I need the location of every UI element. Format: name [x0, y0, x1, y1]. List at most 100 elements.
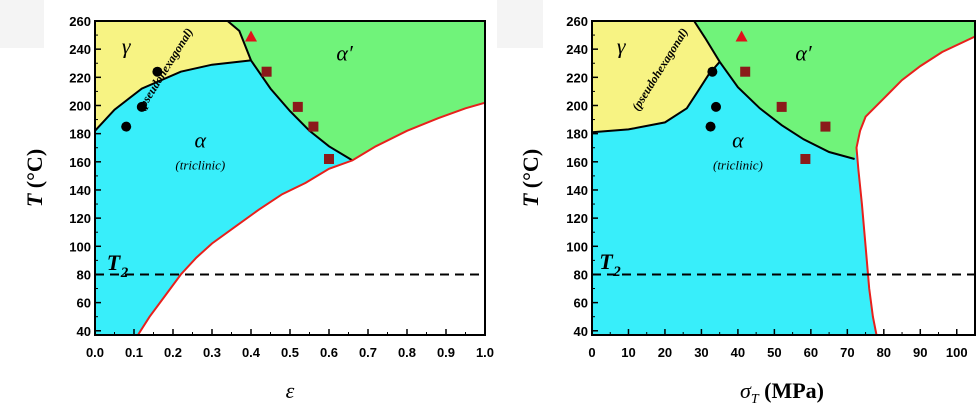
y-tick-label: 100	[566, 239, 588, 254]
t2-subscript: 2	[612, 264, 621, 280]
y-tick-label: 220	[69, 70, 91, 85]
x-tick-label: 20	[658, 345, 672, 360]
y-tick-label: 100	[69, 239, 91, 254]
x-axis-unit: (MPa)	[759, 378, 824, 403]
alpha-prime-region	[227, 21, 485, 161]
y-axis-unit: (°C)	[518, 149, 543, 194]
limit-curve	[855, 35, 975, 335]
y-tick-label: 260	[566, 14, 588, 29]
t2-subscript: 2	[120, 265, 129, 281]
y-tick-label: 200	[566, 98, 588, 113]
t2-label: T	[107, 250, 122, 275]
unstable-region	[856, 36, 975, 335]
phase-name: (triclinic)	[713, 158, 763, 173]
triangle-marker	[735, 30, 748, 42]
phase-symbol: α	[732, 128, 744, 153]
circle-marker	[705, 121, 716, 132]
t2-label: T	[599, 249, 614, 274]
x-tick-label: 10	[621, 345, 635, 360]
x-tick-label: 0.3	[203, 345, 221, 360]
y-tick-label: 260	[69, 14, 91, 29]
y-tick-label: 140	[69, 183, 91, 198]
x-tick-label: 0.5	[281, 345, 299, 360]
corner-mark-left	[0, 0, 44, 48]
gamma-region	[95, 21, 251, 131]
y-tick-label: 120	[69, 211, 91, 226]
phase-symbol: γ	[122, 33, 132, 58]
triangle-marker	[245, 30, 257, 42]
y-tick-label: 200	[69, 98, 91, 113]
x-axis-subscript: T	[751, 392, 760, 407]
y-tick-label: 220	[566, 70, 588, 85]
corner-mark-right	[497, 0, 543, 48]
x-tick-label: 60	[804, 345, 818, 360]
x-tick-label: 0.4	[242, 345, 261, 360]
gamma-region	[592, 21, 720, 133]
gamma-alpha-boundary	[95, 59, 252, 132]
y-tick-label: 60	[77, 296, 91, 311]
alpha-alphaprime-boundary	[226, 21, 353, 162]
y-axis-symbol: T	[22, 192, 47, 207]
square-marker	[740, 66, 751, 77]
x-tick-label: 1.0	[476, 345, 494, 360]
circle-marker	[152, 66, 163, 77]
y-tick-label: 80	[574, 267, 588, 282]
y-tick-label: 40	[574, 324, 588, 339]
x-axis-label: σT (MPa)	[740, 378, 824, 407]
x-tick-label: 90	[913, 345, 927, 360]
y-tick-label: 240	[69, 42, 91, 57]
x-tick-label: 0.8	[398, 345, 416, 360]
circle-marker	[136, 101, 147, 112]
x-tick-label: 80	[877, 345, 891, 360]
y-tick-label: 180	[69, 127, 91, 142]
phase-symbol: γ	[617, 33, 627, 58]
square-marker	[820, 121, 831, 132]
x-tick-label: 0.2	[164, 345, 182, 360]
phase-symbol: α′	[336, 40, 354, 65]
x-tick-label: 0.7	[359, 345, 377, 360]
square-marker	[800, 153, 811, 164]
square-marker	[292, 101, 303, 112]
y-tick-label: 160	[69, 155, 91, 170]
x-tick-label: 0	[588, 345, 595, 360]
x-tick-label: 70	[840, 345, 854, 360]
x-tick-label: 100	[946, 345, 968, 360]
panel-strain: γ (pseudohexagonal)α(triclinic)α′T 20.0 0.1…	[22, 14, 494, 403]
x-axis-symbol: σ	[740, 378, 752, 403]
limit-curve	[137, 101, 485, 335]
y-tick-label: 160	[566, 155, 588, 170]
x-tick-label: 0.0	[86, 345, 104, 360]
y-tick-label: 80	[77, 267, 91, 282]
y-tick-label: 40	[77, 324, 91, 339]
plot-area	[95, 21, 485, 335]
y-tick-label: 240	[566, 42, 588, 57]
phase-name: (triclinic)	[175, 158, 225, 173]
circle-marker	[711, 101, 722, 112]
x-tick-label: 30	[694, 345, 708, 360]
x-tick-label: 0.1	[125, 345, 143, 360]
y-axis-symbol: T	[518, 192, 543, 207]
phase-symbol: α	[195, 128, 207, 153]
panel-stress: γ (pseudohexagonal)α(triclinic)α′T 20 10 20 3…	[518, 14, 976, 407]
alpha-alphaprime-boundary	[693, 21, 855, 160]
square-marker	[324, 153, 334, 164]
y-axis-unit: (°C)	[22, 149, 47, 194]
x-tick-label: 50	[767, 345, 781, 360]
y-axis-label: T (°C)	[22, 149, 47, 207]
phase-symbol: α′	[795, 40, 813, 65]
y-tick-label: 140	[566, 183, 588, 198]
alpha-prime-region	[694, 21, 975, 159]
plot-area	[592, 21, 975, 335]
y-tick-label: 60	[574, 296, 588, 311]
x-axis-label: ε	[286, 378, 295, 403]
unstable-region	[137, 102, 485, 335]
square-marker	[776, 101, 787, 112]
y-tick-label: 120	[566, 211, 588, 226]
x-tick-label: 0.9	[437, 345, 455, 360]
square-marker	[261, 66, 272, 77]
square-marker	[308, 121, 319, 132]
circle-marker	[707, 66, 718, 77]
x-tick-label: 40	[731, 345, 745, 360]
plot-frame	[591, 20, 976, 336]
